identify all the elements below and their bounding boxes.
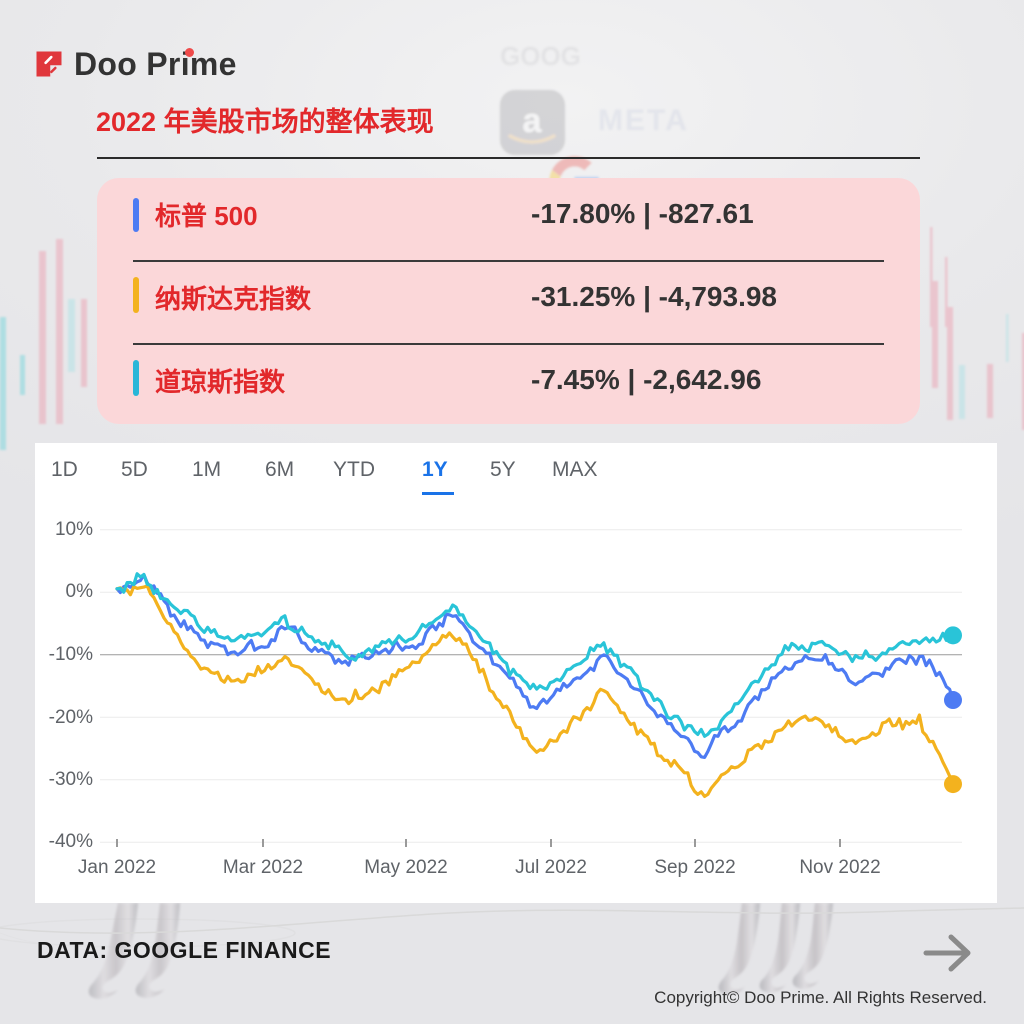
svg-text:Mar 2022: Mar 2022 xyxy=(223,857,303,878)
svg-text:0%: 0% xyxy=(66,581,94,602)
svg-text:-40%: -40% xyxy=(49,831,93,852)
svg-text:-10%: -10% xyxy=(49,644,93,665)
svg-text:-30%: -30% xyxy=(49,769,93,790)
svg-text:Jul 2022: Jul 2022 xyxy=(515,857,587,878)
svg-text:Sep 2022: Sep 2022 xyxy=(654,857,735,878)
svg-text:10%: 10% xyxy=(55,519,93,540)
svg-text:Copyright© Doo Prime. All Righ: Copyright© Doo Prime. All Rights Reserve… xyxy=(654,988,987,1007)
svg-text:-20%: -20% xyxy=(49,707,93,728)
svg-text:Jan 2022: Jan 2022 xyxy=(78,857,156,878)
svg-text:Nov 2022: Nov 2022 xyxy=(799,857,880,878)
svg-text:DATA: GOOGLE FINANCE: DATA: GOOGLE FINANCE xyxy=(37,937,331,963)
svg-text:META: META xyxy=(598,104,689,137)
svg-text:a: a xyxy=(523,102,543,140)
svg-text:May 2022: May 2022 xyxy=(364,857,447,878)
svg-text:GOOG: GOOG xyxy=(500,41,581,71)
